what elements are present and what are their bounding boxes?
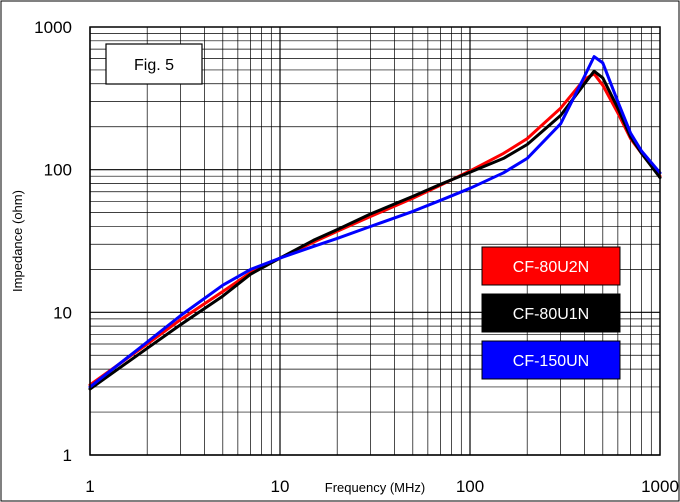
series-layer <box>88 55 662 391</box>
y-tick-label: 10 <box>53 303 72 322</box>
series-line-cf-80u1n <box>88 69 662 391</box>
y-tick-label: 1000 <box>34 18 72 37</box>
x-tick-label: 100 <box>456 477 484 496</box>
y-axis-title: Impedance (ohm) <box>10 190 25 292</box>
plot-area-border <box>89 26 661 456</box>
legend-label: CF-80U2N <box>513 259 589 276</box>
legend-swatch <box>481 246 621 286</box>
x-tick-label: 1 <box>85 477 94 496</box>
legend-swatch <box>481 293 621 333</box>
x-tick-labels: 1 10 100 1000 <box>85 477 679 496</box>
y-tick-label: 1 <box>63 446 72 465</box>
figure-label-frame <box>105 43 203 85</box>
legend-label: CF-80U1N <box>513 306 589 323</box>
legend-label: CF-150UN <box>513 353 589 370</box>
x-axis-title: Frequency (MHz) <box>325 480 425 495</box>
legend-swatch <box>481 340 621 380</box>
x-tick-label: 1000 <box>641 477 679 496</box>
y-tick-labels: 1 10 100 1000 <box>34 18 72 465</box>
y-tick-label: 100 <box>44 161 72 180</box>
figure-label-box: Fig. 5 <box>105 43 203 85</box>
legend: CF-80U2N CF-80U1N CF-150UN <box>481 246 621 380</box>
figure-label: Fig. 5 <box>134 57 174 74</box>
series-line-cf-150un <box>88 55 662 389</box>
x-tick-label: 10 <box>271 477 290 496</box>
